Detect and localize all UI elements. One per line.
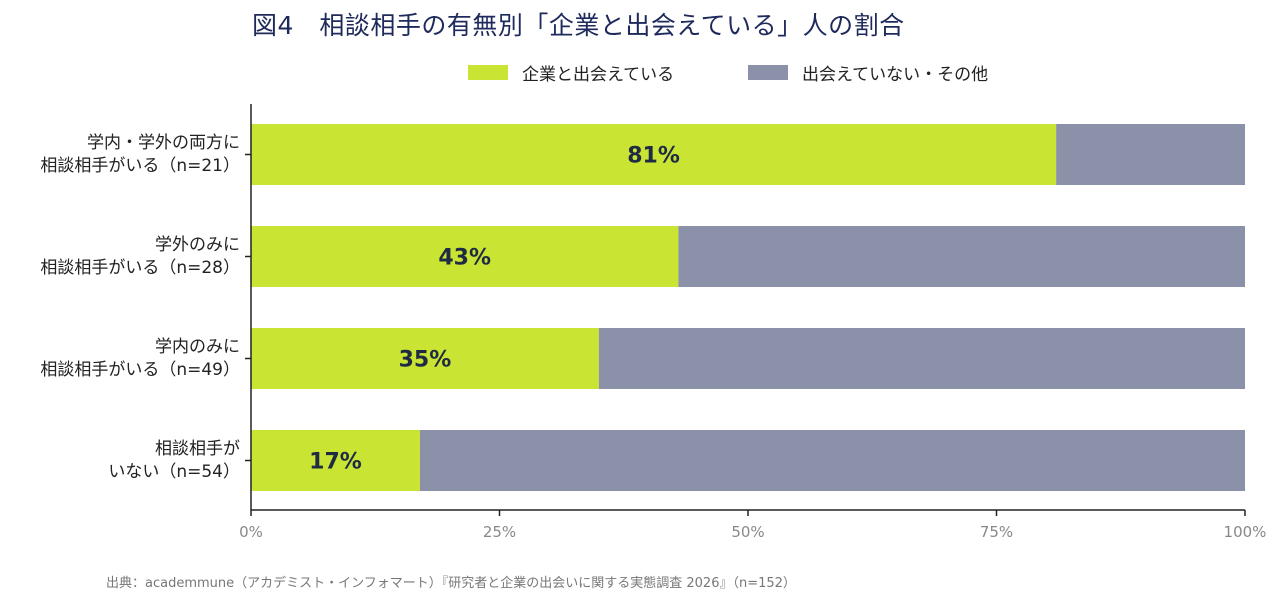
source-note: 出典：academmune（アカデミスト・インフォマート）『研究者と企業の出会い… <box>106 576 796 591</box>
data-label: 43% <box>438 246 491 271</box>
bar-met <box>251 124 1057 185</box>
category-label-line: 相談相手がいる（n=21） <box>40 156 240 176</box>
legend: 企業と出会えている 出会えていない・その他 <box>0 60 1280 85</box>
legend-item-not-met: 出会えていない・その他 <box>748 60 989 85</box>
category-label-outside-only: 学外のみに 相談相手がいる（n=28） <box>0 234 240 280</box>
legend-item-met: 企業と出会えている <box>468 60 675 85</box>
bar-not-met <box>598 328 1245 389</box>
bar-not-met <box>1056 124 1245 185</box>
category-label-line: 相談相手が <box>155 439 240 459</box>
category-label-line: 学内のみに <box>155 337 240 357</box>
x-tick-label: 100% <box>1224 523 1267 541</box>
legend-label-not-met: 出会えていない・その他 <box>802 64 989 85</box>
category-label-line: 相談相手がいる（n=49） <box>40 360 240 380</box>
chart-title: 図4 相談相手の有無別「企業と出会えている」人の割合 <box>252 11 905 40</box>
category-label-line: 相談相手がいる（n=28） <box>40 258 240 278</box>
data-label: 17% <box>309 450 362 475</box>
category-label-line: いない（n=54） <box>108 462 240 482</box>
legend-swatch-not-met <box>748 64 788 80</box>
category-label-both: 学内・学外の両方に 相談相手がいる（n=21） <box>0 132 240 178</box>
x-tick-label: 25% <box>483 523 516 541</box>
bar-not-met <box>419 430 1246 491</box>
bar-not-met <box>678 226 1245 287</box>
bar-met <box>251 328 599 389</box>
x-tick-label: 0% <box>239 523 263 541</box>
x-tick-label: 50% <box>731 523 764 541</box>
category-label-inside-only: 学内のみに 相談相手がいる（n=49） <box>0 336 240 382</box>
data-label: 35% <box>399 348 452 373</box>
category-label-line: 学外のみに <box>155 235 240 255</box>
data-label: 81% <box>627 144 680 169</box>
category-label-line: 学内・学外の両方に <box>87 133 240 153</box>
bar-met <box>251 430 420 491</box>
legend-swatch-met <box>468 64 508 80</box>
x-tick-label: 75% <box>980 523 1013 541</box>
bar-met <box>251 226 679 287</box>
legend-label-met: 企業と出会えている <box>522 64 675 85</box>
category-label-none: 相談相手が いない（n=54） <box>0 438 240 484</box>
